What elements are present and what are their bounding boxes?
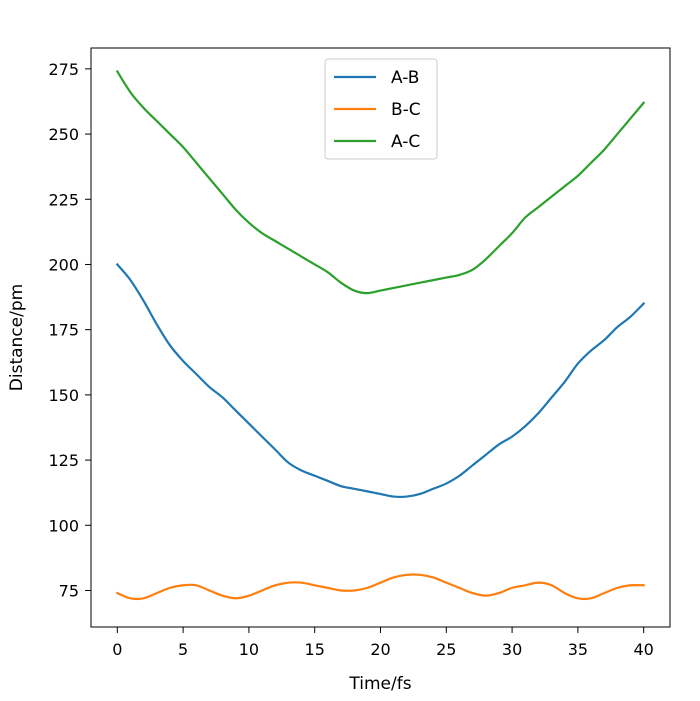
y-tick-label: 225: [48, 190, 79, 209]
y-tick-label: 125: [48, 451, 79, 470]
x-axis-label: Time/fs: [348, 674, 411, 694]
y-axis-label: Distance/pm: [7, 284, 27, 391]
series-layer: [115, 69, 646, 601]
legend-box: [324, 58, 438, 160]
x-tick-label: 10: [239, 640, 259, 659]
legend-label: A-B: [391, 68, 419, 88]
y-tick-label: 275: [48, 60, 79, 79]
legend: A-B B-C A-C: [324, 58, 438, 160]
y-tick-label: 175: [48, 321, 79, 340]
x-tick-label: 35: [568, 640, 588, 659]
x-tick-label: 5: [178, 640, 188, 659]
x-tick-label: 25: [436, 640, 456, 659]
y-axis: 75 100 125 150 175 200 225 250 275: [48, 60, 91, 600]
x-tick-label: 0: [112, 640, 122, 659]
legend-label: A-C: [391, 132, 420, 152]
y-tick-label: 250: [48, 125, 79, 144]
x-tick-label: 40: [634, 640, 654, 659]
y-tick-label: 75: [59, 581, 79, 600]
series-line-a-b: [115, 262, 646, 499]
legend-label: B-C: [391, 100, 421, 120]
y-tick-label: 100: [48, 516, 79, 535]
y-tick-label: 150: [48, 386, 79, 405]
x-tick-label: 20: [370, 640, 390, 659]
x-tick-label: 15: [305, 640, 325, 659]
x-tick-label: 30: [502, 640, 522, 659]
y-tick-label: 200: [48, 255, 79, 274]
x-axis: 0 5 10 15 20 25 30 35 40: [112, 627, 654, 659]
series-line-b-c: [115, 573, 645, 601]
series-line-a-c: [115, 69, 646, 295]
